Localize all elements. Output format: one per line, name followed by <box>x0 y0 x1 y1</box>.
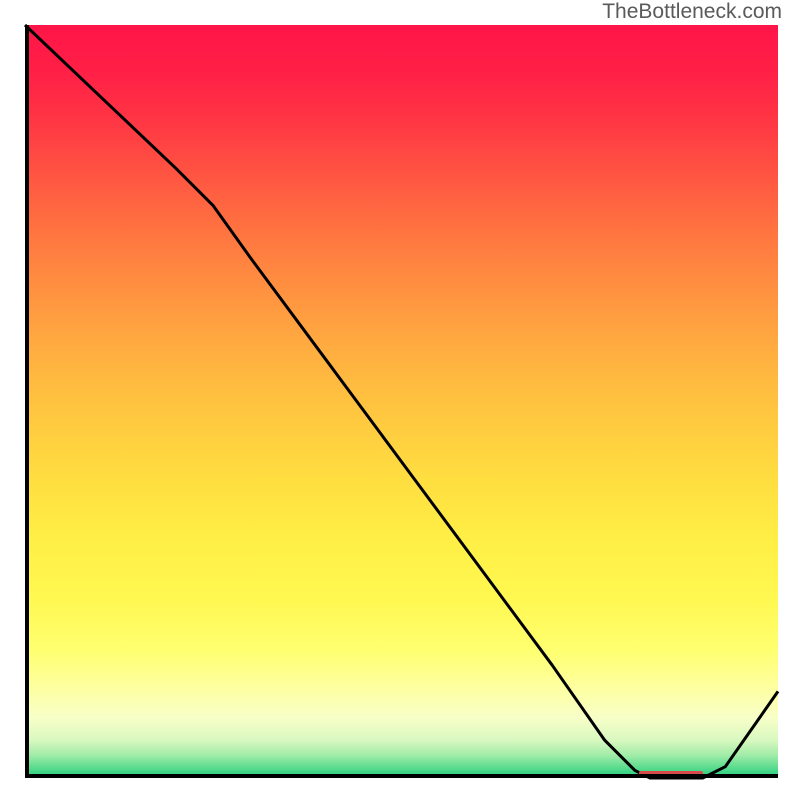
chart-container: TheBottleneck.com <box>0 0 800 800</box>
plot-area <box>25 25 778 778</box>
attribution-text: TheBottleneck.com <box>602 0 782 24</box>
y-axis <box>25 25 29 778</box>
x-axis <box>25 774 778 778</box>
bottleneck-curve <box>25 25 778 778</box>
